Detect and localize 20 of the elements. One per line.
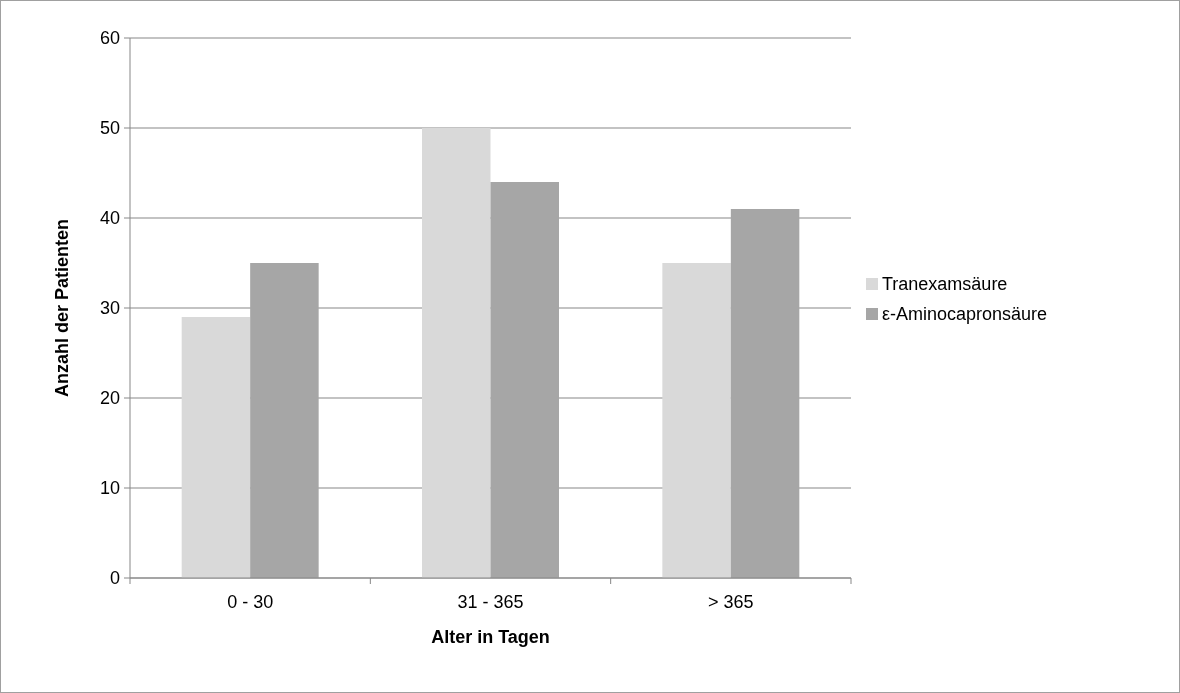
x-axis-title: Alter in Tagen [431,627,550,647]
y-tick-label: 30 [99,298,120,319]
y-tick-label: 50 [99,118,120,139]
y-tick-label: 0 [109,568,120,589]
legend-label: ε-Aminocapronsäure [882,304,1048,325]
x-tick-label: 31 - 365 [457,592,524,612]
x-tick-label: > 365 [708,592,754,612]
bar [662,263,731,578]
bar [181,317,251,578]
y-tick-label: 40 [99,208,120,229]
bar [730,209,800,578]
legend-label: Tranexamsäure [882,274,1008,295]
bar [250,263,319,578]
bar [422,128,491,578]
bar [490,182,559,578]
y-tick-label: 20 [99,388,120,409]
y-tick-label: 60 [99,28,120,49]
x-tick-label: 0 - 30 [227,592,274,612]
y-axis-title: Anzahl der Patienten [52,218,72,398]
y-tick-label: 10 [99,478,120,499]
